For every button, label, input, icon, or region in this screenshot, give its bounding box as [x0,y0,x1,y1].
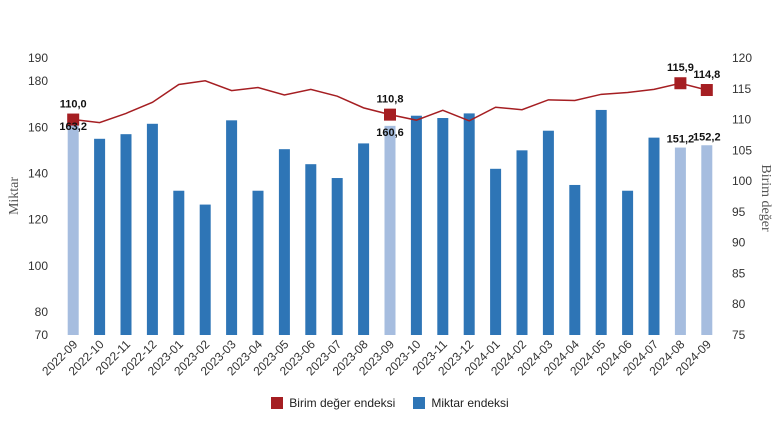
legend-swatch-miktar [413,397,426,409]
right-axis-ticks: 75 80 85 90 95 100 105 110 115 120 [732,51,752,342]
line-data-label: 110,0 [60,99,87,111]
legend-label-miktar: Miktar endeksi [431,396,509,410]
bar-data-label: 160,6 [376,127,404,139]
left-tick-label: 70 [35,328,49,342]
line-data-label: 115,9 [667,62,694,74]
right-tick-label: 110 [732,113,751,127]
right-tick-label: 85 [732,266,746,280]
bar-2023-06 [305,164,317,335]
right-tick-label: 100 [732,174,752,188]
bar-data-label: 163,2 [59,121,87,133]
right-axis-title: Birim değer [758,164,773,232]
legend-item-miktar: Miktar endeksi [413,396,509,410]
line-marker-2023-09 [384,108,396,121]
bar-2024-02 [516,150,528,335]
bar-2023-08 [358,143,370,335]
left-tick-label: 140 [28,166,48,180]
right-tick-label: 75 [732,328,746,342]
left-axis-ticks: 70 80 100 120 140 160 180 190 [28,51,48,342]
left-tick-label: 180 [28,74,48,88]
left-tick-label: 120 [28,213,48,227]
bar-2022-12 [146,123,158,335]
bar-2024-01 [490,168,502,335]
bar-2022-11 [120,134,132,335]
bar-2023-02 [199,204,211,335]
line-marker-2024-09 [700,84,713,97]
bar-2023-07 [331,178,343,335]
right-tick-label: 95 [732,205,746,219]
legend: Birim değer endeksi Miktar endeksi [0,396,780,410]
bar-2022-09 [67,119,79,335]
bar-2024-05 [595,109,607,335]
left-tick-label: 160 [28,120,48,134]
bar-2023-05 [278,149,290,335]
line-data-label: 114,8 [693,69,720,81]
line-marker-2024-08 [674,77,687,90]
bar-2024-04 [569,184,581,335]
bar-2024-09 [701,145,713,335]
legend-item-birim-deger: Birim değer endeksi [271,396,395,410]
bar-2023-03 [226,120,238,335]
right-tick-label: 80 [732,297,746,311]
bar-2024-07 [648,137,660,335]
right-tick-label: 120 [732,51,752,65]
legend-swatch-birim-deger [271,397,284,409]
right-tick-label: 105 [732,143,752,157]
bar-2023-11 [437,118,449,336]
bar-2023-01 [173,190,185,335]
bar-2024-06 [622,190,634,335]
bar-2024-08 [674,147,686,335]
bar-2023-12 [463,113,475,336]
bar-2023-10 [410,115,422,335]
bar-2024-03 [542,130,554,335]
bar-data-label: 152,2 [693,131,721,143]
bar-2022-10 [94,138,106,335]
left-tick-label: 100 [28,259,48,273]
line-data-label: 110,8 [377,94,404,106]
right-tick-label: 115 [732,82,751,96]
bar-2023-04 [252,190,264,335]
x-axis-ticks: 2022-092022-102022-112022-122023-012023-… [39,337,714,378]
left-axis-title: Miktar [7,177,22,215]
right-tick-label: 90 [732,236,746,250]
legend-label-birim-deger: Birim değer endeksi [289,396,396,410]
bar-2023-09 [384,125,396,336]
bar-data-label: 151,2 [667,134,695,146]
left-tick-label: 190 [28,51,48,65]
line-marker-2022-09 [67,113,80,126]
left-tick-label: 80 [35,305,49,319]
